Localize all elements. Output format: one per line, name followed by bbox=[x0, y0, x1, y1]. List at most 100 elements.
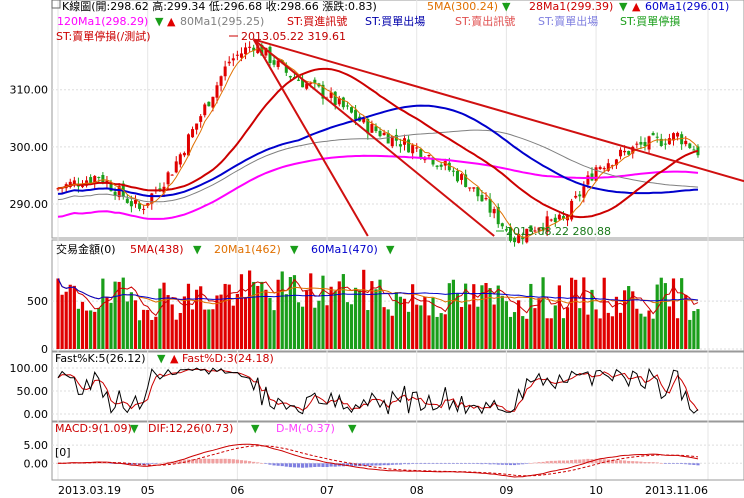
volume-bar bbox=[305, 290, 309, 349]
legend-ma60-arrow: ▲ bbox=[632, 0, 641, 13]
volume-bar bbox=[235, 293, 239, 349]
macd-histogram-bar bbox=[280, 463, 284, 467]
macd-histogram-bar bbox=[317, 463, 321, 467]
candle-body bbox=[578, 194, 582, 197]
kd-panel bbox=[51, 351, 744, 422]
macd-histogram-bar bbox=[84, 462, 89, 464]
volume-bar bbox=[300, 306, 305, 349]
candle-body bbox=[684, 140, 688, 145]
macd-histogram-bar bbox=[435, 463, 439, 464]
macd-histogram-bar bbox=[517, 463, 521, 465]
candle-body bbox=[667, 138, 671, 145]
macd-histogram-bar bbox=[574, 459, 578, 464]
candle-body bbox=[635, 143, 639, 145]
candle-body bbox=[239, 53, 243, 58]
volume-bar bbox=[166, 295, 170, 349]
macd-histogram-bar bbox=[292, 463, 297, 468]
kd-legend: Fast%K:5(26.12) ▼ ▲ Fast%D:3(24.18) bbox=[55, 352, 274, 365]
volume-bar bbox=[578, 308, 582, 349]
volume-bar bbox=[329, 286, 333, 349]
volume-bar bbox=[309, 273, 313, 349]
volume-bar bbox=[121, 277, 125, 349]
candle-body bbox=[386, 133, 390, 144]
candle-body bbox=[574, 195, 578, 198]
macd-histogram-bar bbox=[386, 463, 390, 466]
candle-body bbox=[500, 223, 504, 227]
volume-bar bbox=[643, 316, 647, 349]
candle-body bbox=[419, 149, 423, 158]
volume-bar bbox=[370, 281, 374, 349]
candle-body bbox=[484, 198, 488, 200]
candle-body bbox=[411, 145, 415, 154]
volume-bar bbox=[186, 283, 191, 349]
volume-bar bbox=[264, 289, 268, 349]
volume-bar bbox=[553, 305, 557, 349]
dm-label: D-M(-0.37) bbox=[276, 422, 335, 435]
candle-body bbox=[211, 96, 215, 108]
volume-bar bbox=[521, 316, 525, 349]
candle-body bbox=[350, 107, 354, 113]
candle-body bbox=[472, 187, 476, 189]
kd-d-label: Fast%D:3(24.18) bbox=[182, 352, 274, 365]
candle-body bbox=[455, 170, 459, 182]
volume-bar bbox=[659, 277, 663, 349]
candle-body bbox=[223, 66, 227, 77]
volume-bar bbox=[651, 318, 655, 349]
ma120-line bbox=[57, 154, 699, 220]
volume-bar bbox=[639, 313, 643, 349]
volume-bar bbox=[243, 296, 248, 349]
trendlines bbox=[252, 38, 744, 237]
candle-body bbox=[329, 92, 333, 98]
candle-body bbox=[680, 134, 684, 145]
macd-histogram-bar bbox=[488, 463, 492, 465]
macd-histogram-bar bbox=[525, 463, 529, 464]
macd-histogram-bar bbox=[219, 458, 223, 464]
legend-ma28-arrow: ▼ bbox=[619, 0, 628, 13]
volume-bar bbox=[113, 281, 117, 349]
candle-body bbox=[496, 206, 500, 225]
candle-body bbox=[252, 47, 256, 51]
volume-bar bbox=[248, 270, 252, 349]
kd-lines bbox=[57, 367, 699, 415]
macd-histogram-bar bbox=[464, 463, 468, 464]
macd-histogram-bar bbox=[431, 463, 435, 464]
candle-body bbox=[297, 79, 301, 81]
volume-bar bbox=[590, 289, 594, 349]
candle-body bbox=[166, 172, 170, 185]
volume-bar bbox=[72, 285, 76, 349]
volume-bar bbox=[614, 296, 619, 349]
volume-bar bbox=[207, 309, 211, 349]
legend-ma120: 120Ma1(298.29) bbox=[57, 15, 148, 28]
trendline-medium bbox=[253, 38, 495, 237]
macd-histogram-bar bbox=[496, 463, 500, 465]
macd-histogram-bar bbox=[296, 463, 301, 468]
macd-histogram-bar bbox=[329, 463, 333, 467]
macd-histogram-bar bbox=[162, 462, 166, 464]
candle-body bbox=[407, 139, 411, 153]
volume-bar bbox=[125, 301, 129, 349]
macd-histogram-bar bbox=[362, 463, 366, 466]
candle-body bbox=[435, 165, 439, 167]
x-axis: 2013.03.19 05 06 07 08 09 10 2013.11.06 bbox=[52, 479, 744, 497]
candle-body bbox=[191, 129, 195, 138]
macd-histogram-bar bbox=[627, 460, 631, 464]
macd-histogram-bar bbox=[252, 461, 256, 464]
candle-body bbox=[525, 228, 529, 243]
macd-histogram-bar bbox=[370, 463, 374, 466]
volume-bar bbox=[545, 318, 549, 349]
candle-body bbox=[186, 134, 190, 156]
volume-bar bbox=[374, 289, 378, 349]
macd-histogram-bar bbox=[667, 463, 672, 464]
candle-body bbox=[513, 237, 517, 243]
macd-histogram-bar bbox=[655, 462, 659, 464]
volume-bar bbox=[292, 275, 297, 349]
volume-bar bbox=[170, 304, 174, 349]
volume-bar bbox=[276, 279, 280, 349]
volume-bar bbox=[142, 309, 146, 349]
candle-body bbox=[362, 117, 366, 123]
price-legend: K線圖(開:298.62 高:299.34 低:296.68 收:298.66 … bbox=[51, 0, 729, 43]
macd-panel bbox=[51, 421, 744, 481]
dif-line bbox=[57, 443, 699, 478]
volume-bar bbox=[435, 316, 439, 349]
volume-bar bbox=[525, 318, 529, 349]
